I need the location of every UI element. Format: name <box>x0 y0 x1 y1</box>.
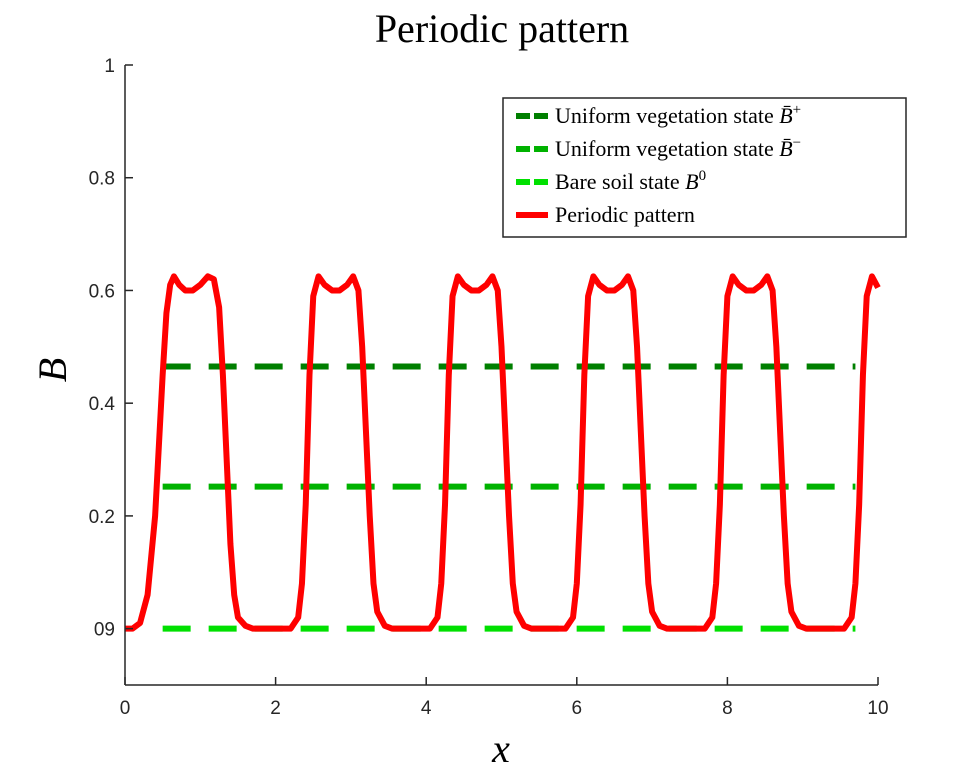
legend-box <box>502 97 907 238</box>
legend: Uniform vegetation state B̄+ Uniform vege… <box>502 97 907 238</box>
legend-label-2: Bare soil state B0 <box>555 168 706 194</box>
x-tick-label: 6 <box>572 698 583 719</box>
y-axis-label: B <box>30 358 75 382</box>
legend-entries: Uniform vegetation state B̄+ Uniform vege… <box>516 102 801 227</box>
y-tick-label: 09 <box>94 620 115 641</box>
series-layer <box>125 273 881 632</box>
y-tick-label: 0.6 <box>89 281 115 302</box>
y-tick-label: 0.2 <box>89 507 115 528</box>
y-tick-label: 0.8 <box>89 169 115 190</box>
legend-label-1: Uniform vegetation state B̄− <box>555 135 801 161</box>
x-tick-label: 2 <box>270 698 281 719</box>
chart-title: Periodic pattern <box>375 6 629 51</box>
y-ticks: 09 0.2 0.4 0.6 0.8 1 <box>89 56 133 641</box>
legend-label-3: Periodic pattern <box>555 202 695 227</box>
y-tick-label: 1 <box>104 56 115 77</box>
x-ticks: 0 2 4 6 8 10 <box>120 677 889 719</box>
x-tick-label: 8 <box>722 698 733 719</box>
x-axis-label: x <box>491 726 510 771</box>
legend-label-0: Uniform vegetation state B̄+ <box>555 102 801 128</box>
series-line-3 <box>125 273 881 632</box>
x-tick-label: 10 <box>867 698 888 719</box>
x-tick-label: 4 <box>421 698 432 719</box>
y-tick-label: 0.4 <box>89 394 116 415</box>
x-tick-label: 0 <box>120 698 131 719</box>
